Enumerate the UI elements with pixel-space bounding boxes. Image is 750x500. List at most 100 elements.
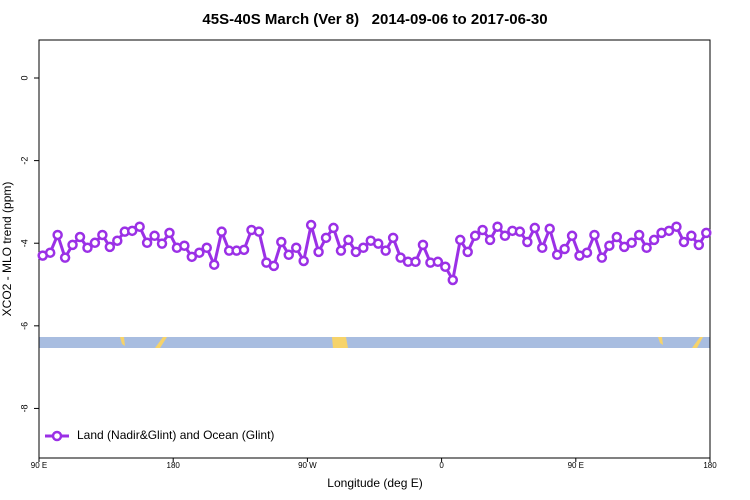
data-point [149, 230, 160, 242]
data-point [454, 234, 466, 246]
data-point [82, 242, 93, 254]
data-point [372, 238, 384, 249]
data-point [671, 221, 682, 232]
data-point [67, 239, 78, 251]
data-point [156, 238, 168, 249]
data-point [440, 261, 451, 273]
x-tick-label: 90 E [568, 461, 584, 470]
data-point [596, 252, 608, 263]
data-point [522, 236, 533, 248]
data-point [97, 229, 108, 241]
data-point [350, 246, 362, 258]
data-point [626, 237, 637, 249]
data-point [693, 239, 705, 251]
data-point [589, 229, 600, 241]
data-point [126, 225, 138, 237]
data-point [701, 227, 712, 239]
legend-marker [51, 430, 63, 442]
data-point [611, 231, 623, 243]
data-point [604, 240, 615, 251]
x-tick-label: 90 W [298, 461, 317, 470]
data-point [559, 243, 570, 255]
x-tick-label: 90 E [31, 461, 47, 470]
data-point [276, 236, 287, 248]
x-axis-label: Longitude (deg E) [327, 476, 422, 490]
data-point [343, 234, 354, 246]
data-point [268, 260, 280, 272]
data-point [290, 242, 302, 254]
chart-title: 45S-40S March (Ver 8) 2014-09-06 to 2017… [202, 11, 547, 28]
y-tick-label: -6 [19, 322, 29, 330]
data-point [551, 249, 563, 261]
data-point [238, 244, 250, 256]
land-patch [120, 337, 125, 346]
data-point [74, 231, 86, 243]
data-point [194, 247, 205, 258]
data-point [387, 232, 399, 244]
data-point [283, 249, 295, 261]
data-point [663, 225, 675, 237]
data-point [313, 246, 324, 258]
data-point [537, 242, 548, 254]
data-point [179, 240, 190, 251]
data-point [395, 252, 406, 263]
data-point [335, 245, 347, 256]
data-point [447, 274, 459, 286]
data-point [134, 221, 145, 232]
data-point [52, 229, 63, 241]
data-point [417, 239, 429, 251]
data-point [201, 242, 212, 254]
data-point [686, 230, 697, 242]
data-point [59, 252, 71, 263]
data-point [477, 224, 488, 236]
data-point [648, 234, 660, 246]
data-point [529, 222, 541, 234]
data-point [328, 222, 339, 234]
ocean-strip [39, 337, 710, 348]
data-point [633, 229, 645, 241]
data-point [358, 242, 369, 254]
data-point [469, 230, 481, 242]
data-point [380, 245, 391, 256]
data-point [253, 226, 265, 237]
data-point [305, 219, 317, 231]
y-tick-label: 0 [19, 75, 29, 80]
y-axis-label: XCO2 - MLO trend (ppm) [0, 182, 14, 317]
data-point [44, 247, 56, 258]
data-point [216, 226, 227, 237]
data-point [619, 241, 630, 253]
data-point [320, 232, 332, 244]
data-point [89, 237, 101, 249]
data-point [186, 251, 198, 263]
data-point [208, 259, 220, 270]
land-patch [155, 337, 167, 348]
data-point [492, 221, 503, 232]
x-tick-label: 180 [703, 461, 717, 470]
land-patch [658, 337, 663, 345]
data-point [514, 226, 526, 237]
data-point [462, 246, 473, 258]
data-point [112, 235, 123, 246]
data-point [164, 227, 175, 239]
data-point [581, 247, 593, 258]
land-patch [692, 337, 703, 348]
legend-label: Land (Nadir&Glint) and Ocean (Glint) [77, 428, 274, 442]
y-tick-label: -2 [19, 157, 29, 165]
x-tick-label: 180 [167, 461, 181, 470]
land-patch [332, 337, 348, 348]
data-point [141, 237, 153, 249]
data-point [484, 234, 496, 246]
y-tick-label: -4 [19, 239, 29, 247]
data-point [410, 256, 421, 268]
data-point [566, 230, 578, 242]
data-point [641, 242, 652, 254]
data-point [678, 236, 690, 248]
data-point [499, 230, 511, 242]
data-point [544, 223, 555, 235]
data-point [298, 255, 309, 267]
plot-frame [38, 39, 711, 459]
data-point [104, 241, 116, 253]
land-ocean-strip [39, 337, 710, 348]
data-point [432, 256, 444, 268]
